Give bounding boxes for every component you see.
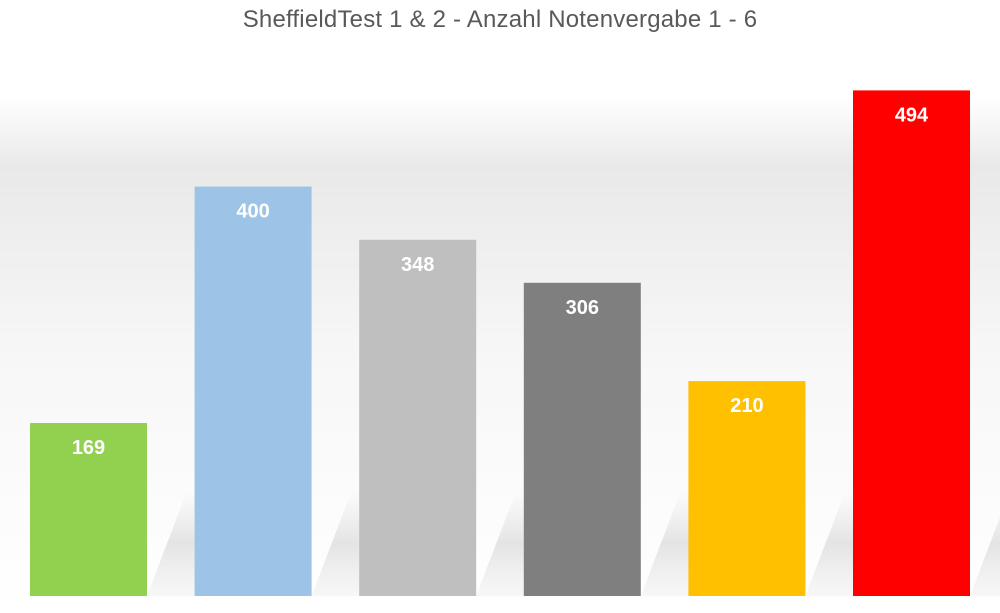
data-label: 169: [72, 437, 105, 459]
data-label: 348: [401, 254, 434, 276]
bar: [523, 282, 641, 596]
bar: [359, 239, 477, 597]
data-label: 400: [236, 201, 269, 223]
data-label: 210: [730, 395, 763, 417]
data-labels: 169 400 348 306 210 494: [72, 104, 929, 459]
data-label: 494: [895, 104, 929, 126]
bar: [194, 186, 312, 596]
chart-background: [0, 40, 1000, 613]
bar: [853, 90, 970, 597]
bars: [30, 90, 970, 597]
bar-shadow: [970, 517, 1000, 596]
bar: [688, 381, 806, 596]
data-label: 306: [566, 297, 599, 319]
chart-title: SheffieldTest 1 & 2 - Anzahl Notenvergab…: [242, 6, 758, 33]
bar: [30, 423, 147, 596]
